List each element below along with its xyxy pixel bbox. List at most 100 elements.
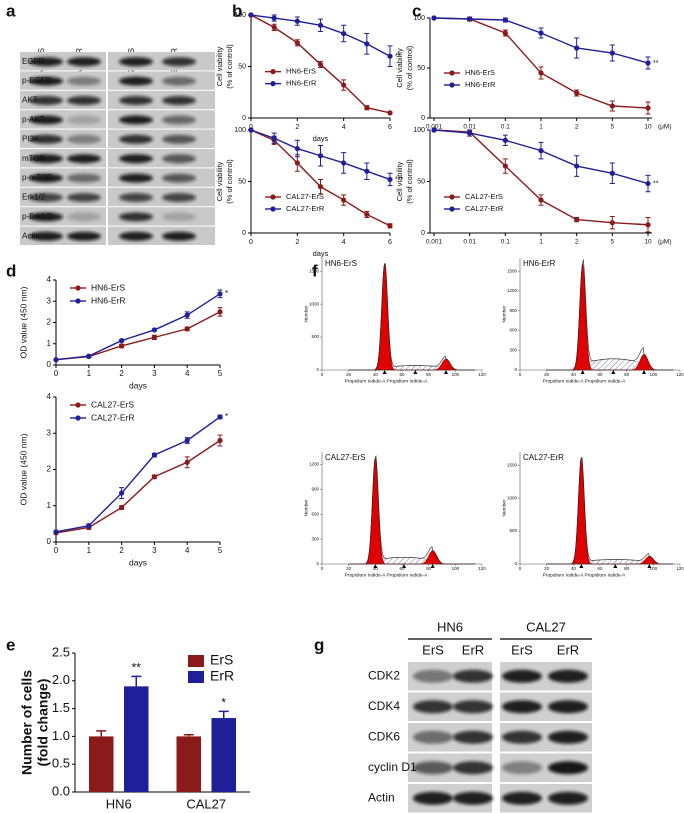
flow-x-label: Propidium Iodide-A Propidium Iodide-A <box>543 378 626 384</box>
data-point <box>184 437 190 444</box>
flow-x-tick-label: 0 <box>321 372 324 377</box>
series-line <box>433 17 649 64</box>
blot-band <box>67 115 101 125</box>
y-tick-label: 1 <box>47 501 52 510</box>
flow-gate-marker <box>580 370 585 374</box>
flow-x-tick-label: 20 <box>544 372 550 377</box>
data-point <box>609 220 615 226</box>
panel-letter: e <box>6 635 15 654</box>
data-point <box>502 137 508 143</box>
data-point <box>538 148 544 154</box>
blot-band <box>162 76 196 86</box>
flow-y-tick-label: 300 <box>311 536 319 541</box>
flow-y-tick-label: 600 <box>311 511 319 516</box>
blot-group-label: CAL27 <box>526 619 566 634</box>
x-tick-label: 4 <box>185 546 190 555</box>
flow-histogram <box>348 455 476 565</box>
flow-title: HN6-ErR <box>523 259 556 268</box>
flow-x-tick-label: 40 <box>373 566 379 571</box>
data-point <box>119 343 125 349</box>
y-tick-label: 4 <box>47 392 52 401</box>
legend-marker <box>449 70 455 76</box>
significance-mark: * <box>225 412 228 421</box>
flow-x-tick-label: 0 <box>321 566 324 571</box>
flow-x-tick-label: 60 <box>399 372 405 377</box>
panel-letter: a <box>6 1 16 20</box>
y-axis-label: (fold change) <box>35 679 51 767</box>
blot-band <box>453 700 493 714</box>
data-point <box>151 474 157 480</box>
x-tick-label: 2 <box>119 546 124 555</box>
y-tick-label: 1.5 <box>52 700 70 715</box>
blot-band <box>548 669 588 683</box>
blot-band <box>413 791 453 805</box>
flow-g1-peak <box>348 263 476 371</box>
flow-title: CAL27-ErR <box>523 453 564 462</box>
flow-y-tick-label: 0 <box>316 561 319 566</box>
blot-band <box>119 76 153 86</box>
data-point <box>217 437 223 444</box>
blot-band <box>119 115 153 125</box>
x-tick-label: 0.01 <box>463 124 476 131</box>
data-point <box>431 15 437 21</box>
blot-row-label: p-EGFR <box>22 76 52 85</box>
y-axis-label: Number of cells <box>19 670 35 775</box>
blot-band <box>453 761 493 775</box>
legend-label: CAL27-ErR <box>286 204 325 213</box>
legend-marker <box>75 285 81 291</box>
data-point <box>217 309 223 315</box>
x-tick-label: 3 <box>152 369 157 378</box>
data-point <box>609 170 615 176</box>
blot-band <box>162 173 196 183</box>
x-tick-label: 0 <box>249 239 253 246</box>
data-point <box>364 211 370 218</box>
y-tick-label: 0.0 <box>52 783 70 798</box>
blot-band <box>548 700 588 714</box>
data-point <box>248 127 254 133</box>
flow-gate-marker <box>613 564 618 568</box>
legend-label: HN6-ErR <box>465 80 496 89</box>
legend-label: HN6-ErR <box>286 79 317 88</box>
flow-x-tick-label: 120 <box>676 372 684 377</box>
y-axis-label: Cell viability <box>395 161 404 201</box>
y-tick-label: 1 <box>47 339 52 348</box>
blot-band <box>413 700 453 714</box>
legend-label: CAL27-ErR <box>465 204 504 213</box>
significance-mark: *** <box>395 176 403 183</box>
blot-row-label: CDK4 <box>368 699 400 713</box>
x-tick-label: 5 <box>218 369 223 378</box>
x-tick-label: 5 <box>611 239 615 246</box>
x-tick-label: 0.001 <box>426 124 443 131</box>
blot-band <box>548 730 588 744</box>
blot-band <box>548 761 588 775</box>
y-tick-label: 50 <box>417 65 425 72</box>
data-point <box>609 50 615 56</box>
blot-band <box>119 134 153 144</box>
y-axis-label: (% of control) <box>225 159 234 204</box>
blot-band <box>453 730 493 744</box>
data-point <box>294 40 300 46</box>
x-tick-label: 6 <box>388 239 392 246</box>
flow-gate-marker <box>382 370 387 374</box>
blot-band <box>162 231 196 241</box>
significance-mark: ** <box>132 661 142 675</box>
x-tick-label: 4 <box>342 124 346 131</box>
y-tick-label: 2 <box>47 465 52 474</box>
y-tick-label: 50 <box>238 63 246 70</box>
data-point <box>271 135 277 141</box>
y-tick-label: 100 <box>413 15 425 22</box>
panel-letter: b <box>232 1 242 20</box>
data-point <box>574 90 580 96</box>
x-tick-label: 5 <box>611 124 615 131</box>
flow-y-tick-label: 0 <box>316 367 319 372</box>
data-point <box>645 60 651 66</box>
data-point <box>364 105 370 111</box>
legend-label: CAL27-ErS <box>286 192 324 201</box>
y-tick-label: 0 <box>421 230 425 237</box>
y-axis-label: (% of control) <box>225 44 234 89</box>
x-tick-label: 0.1 <box>501 239 510 246</box>
data-point <box>151 334 157 340</box>
blot-band <box>29 231 63 241</box>
flow-x-tick-label: 20 <box>346 566 352 571</box>
data-point <box>317 22 324 28</box>
